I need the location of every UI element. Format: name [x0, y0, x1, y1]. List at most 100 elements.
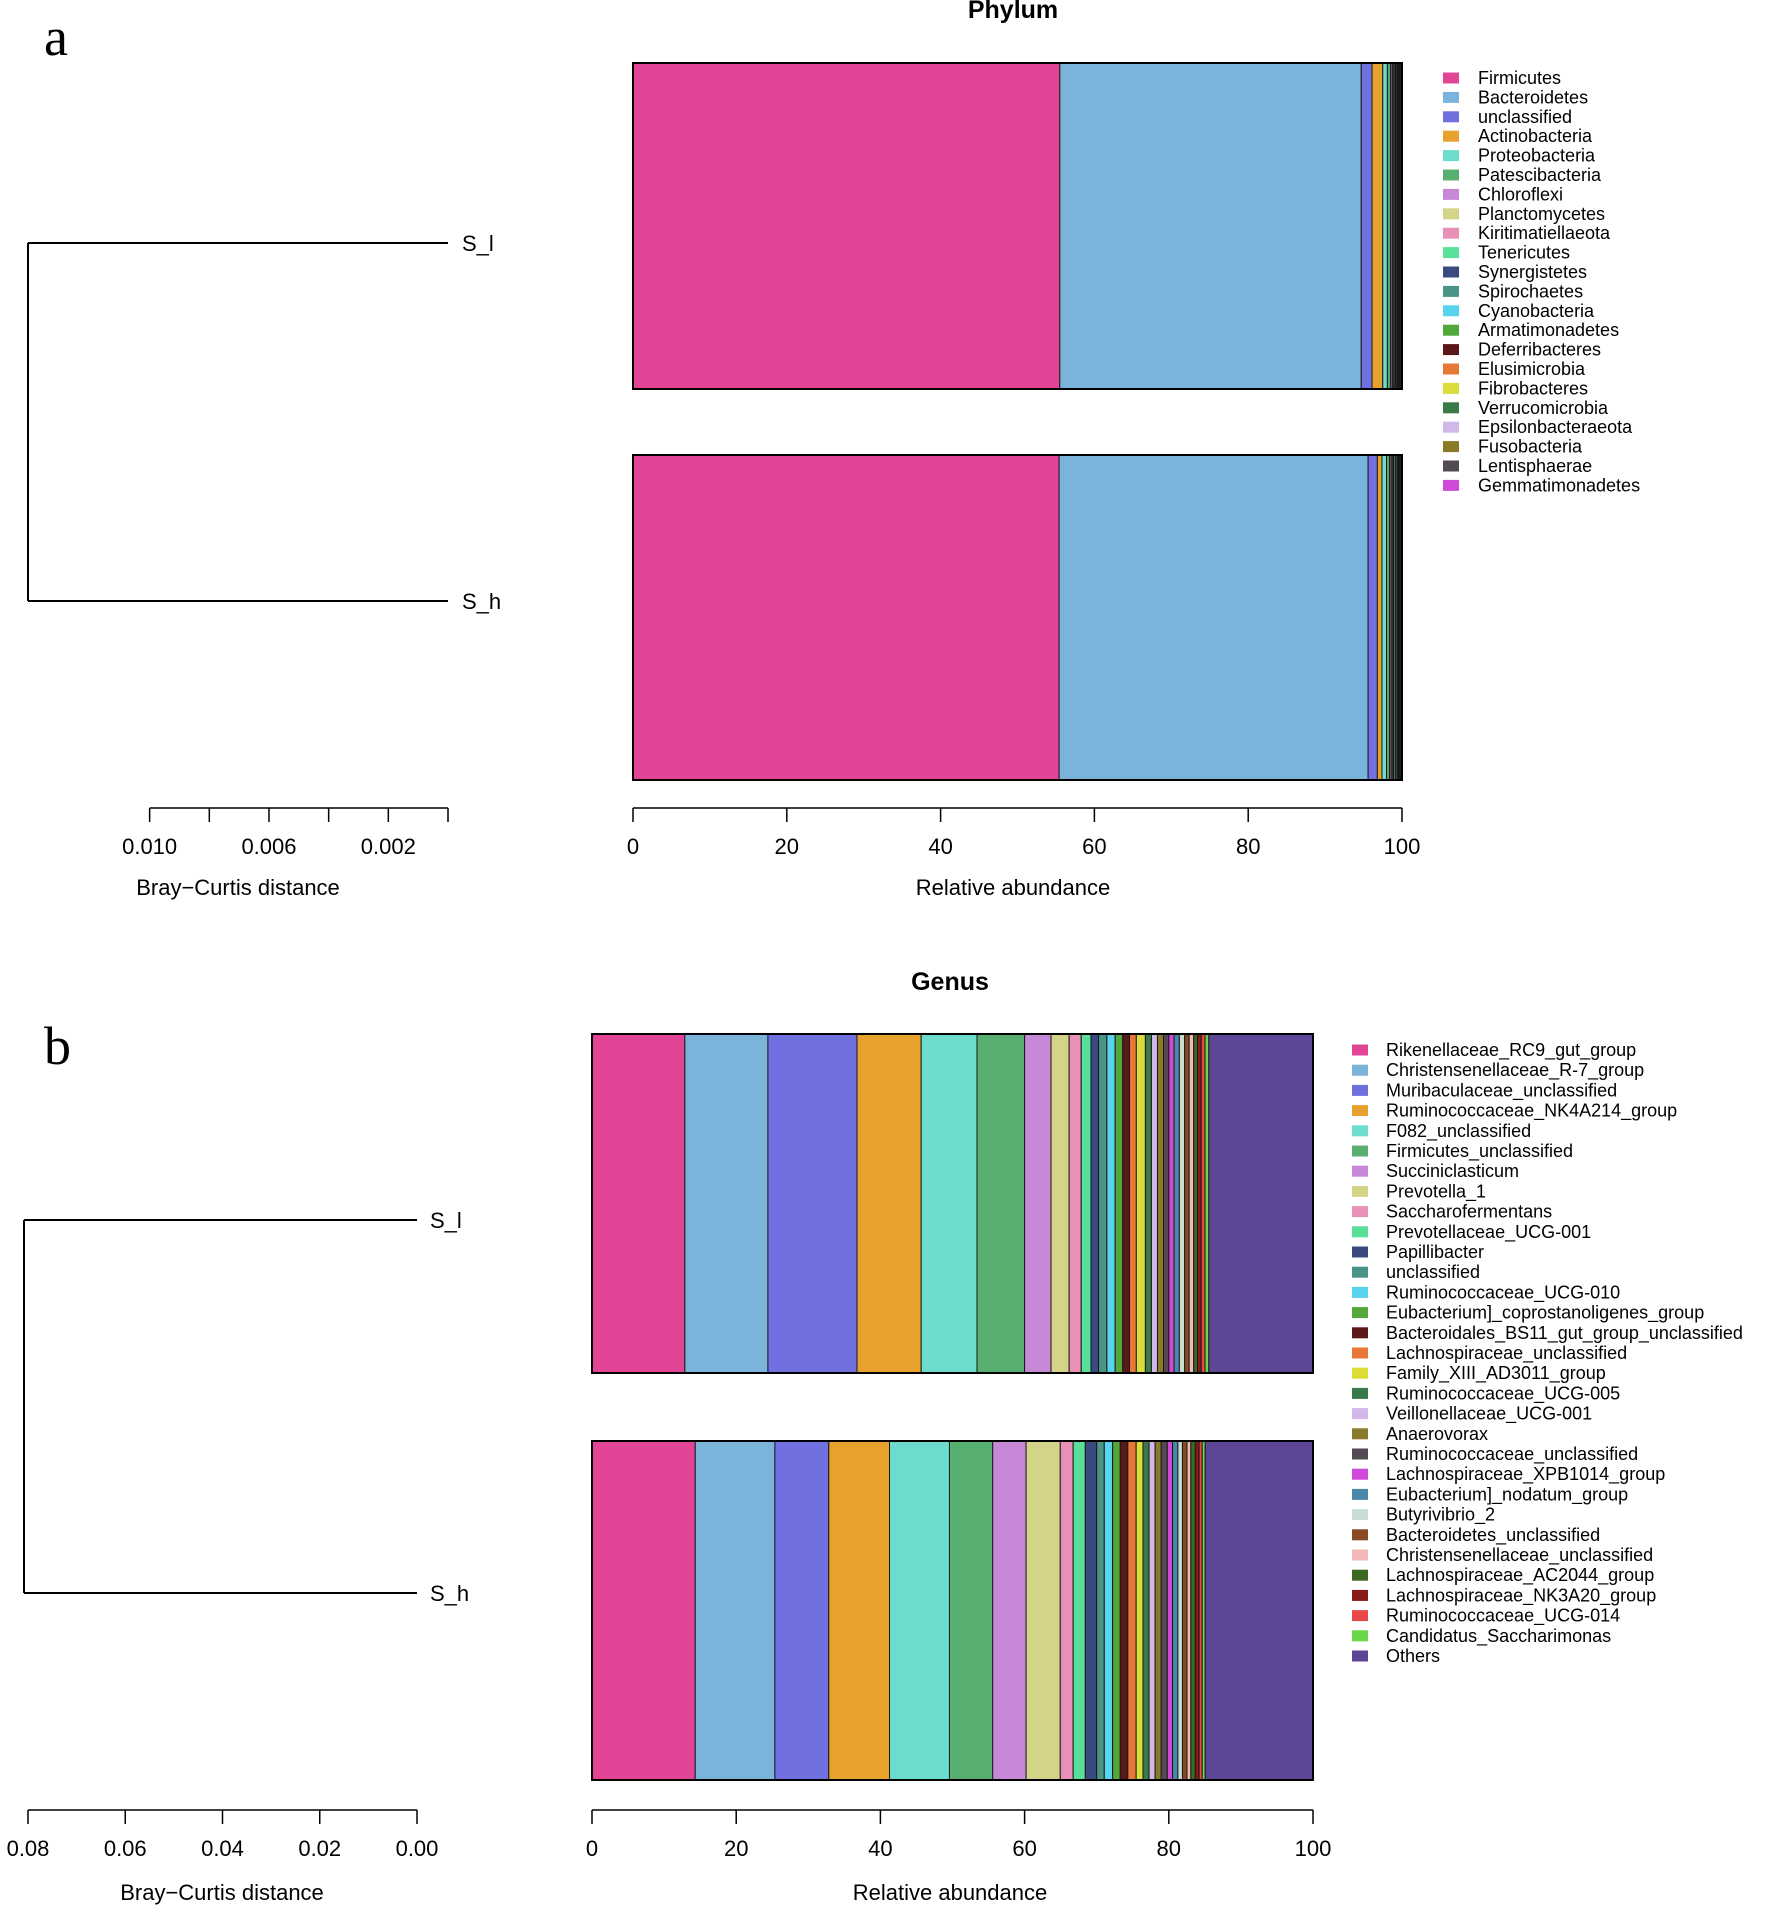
- legend-swatch: [1352, 1569, 1368, 1581]
- bar-segment: [1168, 1033, 1175, 1374]
- legend-label: Lentisphaerae: [1478, 456, 1592, 476]
- legend-label: Papillibacter: [1386, 1242, 1484, 1262]
- legend-label: Gemmatimonadetes: [1478, 475, 1640, 495]
- bar-segment: [1376, 454, 1383, 781]
- legend-swatch: [1352, 1448, 1368, 1460]
- bar-segment: [1122, 1033, 1131, 1374]
- bar-segment: [632, 454, 1060, 781]
- bar-segment: [1173, 1033, 1180, 1374]
- legend-swatch: [1352, 1307, 1368, 1319]
- bar-outline: [591, 1033, 1314, 1374]
- bar-segment: [1154, 1440, 1162, 1781]
- legend-swatch: [1352, 1064, 1368, 1076]
- bar-segment: [1058, 454, 1369, 781]
- legend-swatch: [1443, 169, 1459, 181]
- legend-label: Planctomycetes: [1478, 204, 1605, 224]
- legend-swatch: [1352, 1105, 1368, 1117]
- bar-segment: [976, 1033, 1026, 1374]
- legend-label: Family_XIII_AD3011_group: [1386, 1363, 1606, 1384]
- legend-label: Patescibacteria: [1478, 165, 1602, 185]
- legend-label: Christensenellaceae_unclassified: [1386, 1545, 1653, 1566]
- bar-segment: [1186, 1440, 1192, 1781]
- bar-segment: [684, 1033, 769, 1374]
- bar-segment: [1150, 1033, 1158, 1374]
- legend-label: Proteobacteria: [1478, 146, 1596, 166]
- bar-segment: [1025, 1440, 1061, 1781]
- bar-segment: [1142, 1440, 1150, 1781]
- bar-outline: [632, 454, 1403, 781]
- x-tick-label: 80: [1157, 1836, 1181, 1861]
- legend-swatch: [1352, 1509, 1368, 1521]
- bar-segment: [1103, 1440, 1114, 1781]
- bar-plot: 0 20 40 60 80 100 Relative abundance: [627, 62, 1421, 900]
- bar-segment: [1188, 1033, 1195, 1374]
- legend-label: Candidatus_Saccharimonas: [1386, 1626, 1611, 1647]
- legend-label: Christensenellaceae_R-7_group: [1386, 1060, 1644, 1081]
- bar-segment: [1178, 1033, 1186, 1374]
- legend-label: Ruminococcaceae_UCG-005: [1386, 1383, 1620, 1404]
- x-tick-label: 80: [1236, 834, 1260, 859]
- bar-segment: [1072, 1440, 1086, 1781]
- legend-swatch: [1443, 402, 1459, 414]
- legend-swatch: [1352, 1084, 1368, 1096]
- legend-swatch: [1443, 344, 1459, 356]
- legend-label: Lachnospiraceae_AC2044_group: [1386, 1565, 1654, 1586]
- legend-label: unclassified: [1386, 1262, 1480, 1282]
- bar-segment: [1184, 1033, 1190, 1374]
- panel-b: b Genus S_l S_h 0.08 0.06 0.04 0.02 0.00 Bray−Cur…: [7, 968, 1743, 1905]
- legend-swatch: [1443, 208, 1459, 220]
- legend-label: Lachnospiraceae_unclassified: [1386, 1343, 1627, 1364]
- dendrogram-tick-label: 0.010: [122, 834, 177, 859]
- dendrogram-tick-label: 0.002: [361, 834, 416, 859]
- legend-label: Succiniclasticum: [1386, 1161, 1519, 1181]
- legend-label: Others: [1386, 1646, 1440, 1666]
- x-tick-label: 100: [1295, 1836, 1332, 1861]
- legend-label: Ruminococcaceae_unclassified: [1386, 1444, 1638, 1465]
- x-tick-label: 20: [724, 1836, 748, 1861]
- legend-swatch: [1352, 1165, 1368, 1177]
- x-axis-title: Relative abundance: [853, 1880, 1047, 1905]
- chart-title: Genus: [911, 968, 989, 996]
- chart-title: Phylum: [968, 0, 1058, 24]
- legend-swatch: [1443, 150, 1459, 162]
- legend: Rikenellaceae_RC9_gut_groupChristensenel…: [1352, 1040, 1743, 1666]
- legend-label: Lachnospiraceae_NK3A20_group: [1386, 1585, 1656, 1606]
- legend: FirmicutesBacteroidetesunclassifiedActin…: [1443, 68, 1640, 495]
- bar-segment: [1096, 1440, 1105, 1781]
- dendrogram-tick-label: 0.006: [241, 834, 296, 859]
- bar-outline: [632, 62, 1403, 390]
- legend-swatch: [1443, 460, 1459, 472]
- legend-label: Deferribacteres: [1478, 340, 1601, 360]
- legend-swatch: [1443, 227, 1459, 239]
- legend-label: Veillonellaceae_UCG-001: [1386, 1404, 1592, 1425]
- bar-segment: [889, 1440, 950, 1781]
- legend-swatch: [1352, 1347, 1368, 1359]
- x-tick-label: 100: [1384, 834, 1421, 859]
- legend-swatch: [1443, 421, 1459, 433]
- bar-segment: [1172, 1440, 1179, 1781]
- legend-label: Rikenellaceae_RC9_gut_group: [1386, 1040, 1636, 1061]
- legend-label: Fibrobacteres: [1478, 378, 1588, 398]
- bar-segment: [1156, 1033, 1165, 1374]
- bar-segment: [856, 1033, 922, 1374]
- legend-swatch: [1352, 1327, 1368, 1339]
- bar-segment: [767, 1033, 858, 1374]
- bar-segment: [1068, 1033, 1082, 1374]
- bar-segment: [1119, 1440, 1129, 1781]
- legend-label: Ruminococcaceae_UCG-010: [1386, 1282, 1620, 1303]
- legend-label: Firmicutes: [1478, 68, 1561, 88]
- legend-swatch: [1352, 1610, 1368, 1622]
- bar-segment: [1080, 1033, 1092, 1374]
- bar-segment: [828, 1440, 891, 1781]
- bar-segment: [1382, 62, 1388, 390]
- legend-swatch: [1352, 1549, 1368, 1561]
- legend-swatch: [1352, 1286, 1368, 1298]
- legend-label: Cyanobacteria: [1478, 301, 1595, 321]
- bar-segment: [591, 1033, 686, 1374]
- bar-segment: [1196, 1033, 1202, 1374]
- bar-segment: [591, 1440, 696, 1781]
- panel-letter: a: [44, 7, 68, 67]
- legend-swatch: [1352, 1468, 1368, 1480]
- bar-segment: [1135, 1440, 1144, 1781]
- bar-segment: [1050, 1033, 1070, 1374]
